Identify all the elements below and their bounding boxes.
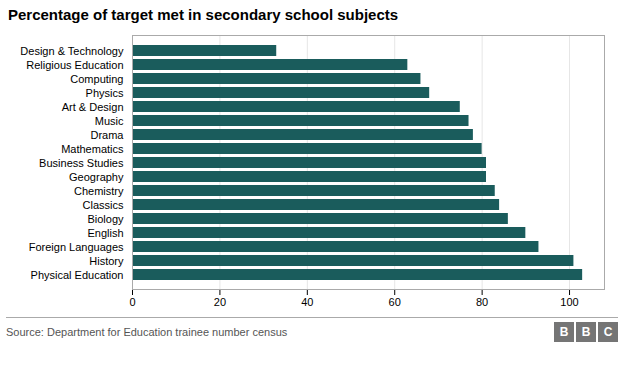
svg-text:Biology: Biology	[87, 213, 124, 225]
svg-text:History: History	[89, 255, 124, 267]
svg-text:20: 20	[214, 296, 226, 308]
svg-text:Music: Music	[95, 115, 124, 127]
html-text:Percentage of target met in se: Percentage of target met in secondary sc…	[8, 6, 399, 23]
svg-text:Physics: Physics	[86, 87, 124, 99]
svg-text:Geography: Geography	[69, 171, 124, 183]
html-text:B: B	[559, 325, 569, 339]
svg-text:60: 60	[389, 296, 401, 308]
html-text:C: C	[603, 325, 613, 339]
html-text:B: B	[581, 325, 591, 339]
svg-text:Foreign Languages: Foreign Languages	[29, 241, 124, 253]
svg-text:Design & Technology: Design & Technology	[20, 45, 124, 57]
html-text:Source: Department for Educati: Source: Department for Education trainee…	[6, 326, 288, 338]
svg-text:English: English	[87, 227, 123, 239]
svg-text:80: 80	[476, 296, 488, 308]
svg-text:Mathematics: Mathematics	[61, 143, 124, 155]
svg-text:100: 100	[560, 296, 578, 308]
svg-text:Religious Education: Religious Education	[26, 59, 123, 71]
svg-text:Drama: Drama	[90, 129, 124, 141]
svg-text:Classics: Classics	[83, 199, 124, 211]
svg-text:40: 40	[301, 296, 313, 308]
svg-text:Art & Design: Art & Design	[62, 101, 124, 113]
svg-text:Business Studies: Business Studies	[39, 157, 124, 169]
svg-text:Chemistry: Chemistry	[74, 185, 124, 197]
svg-text:0: 0	[129, 296, 135, 308]
svg-text:Computing: Computing	[70, 73, 123, 85]
svg-text:Physical Education: Physical Education	[31, 269, 124, 281]
